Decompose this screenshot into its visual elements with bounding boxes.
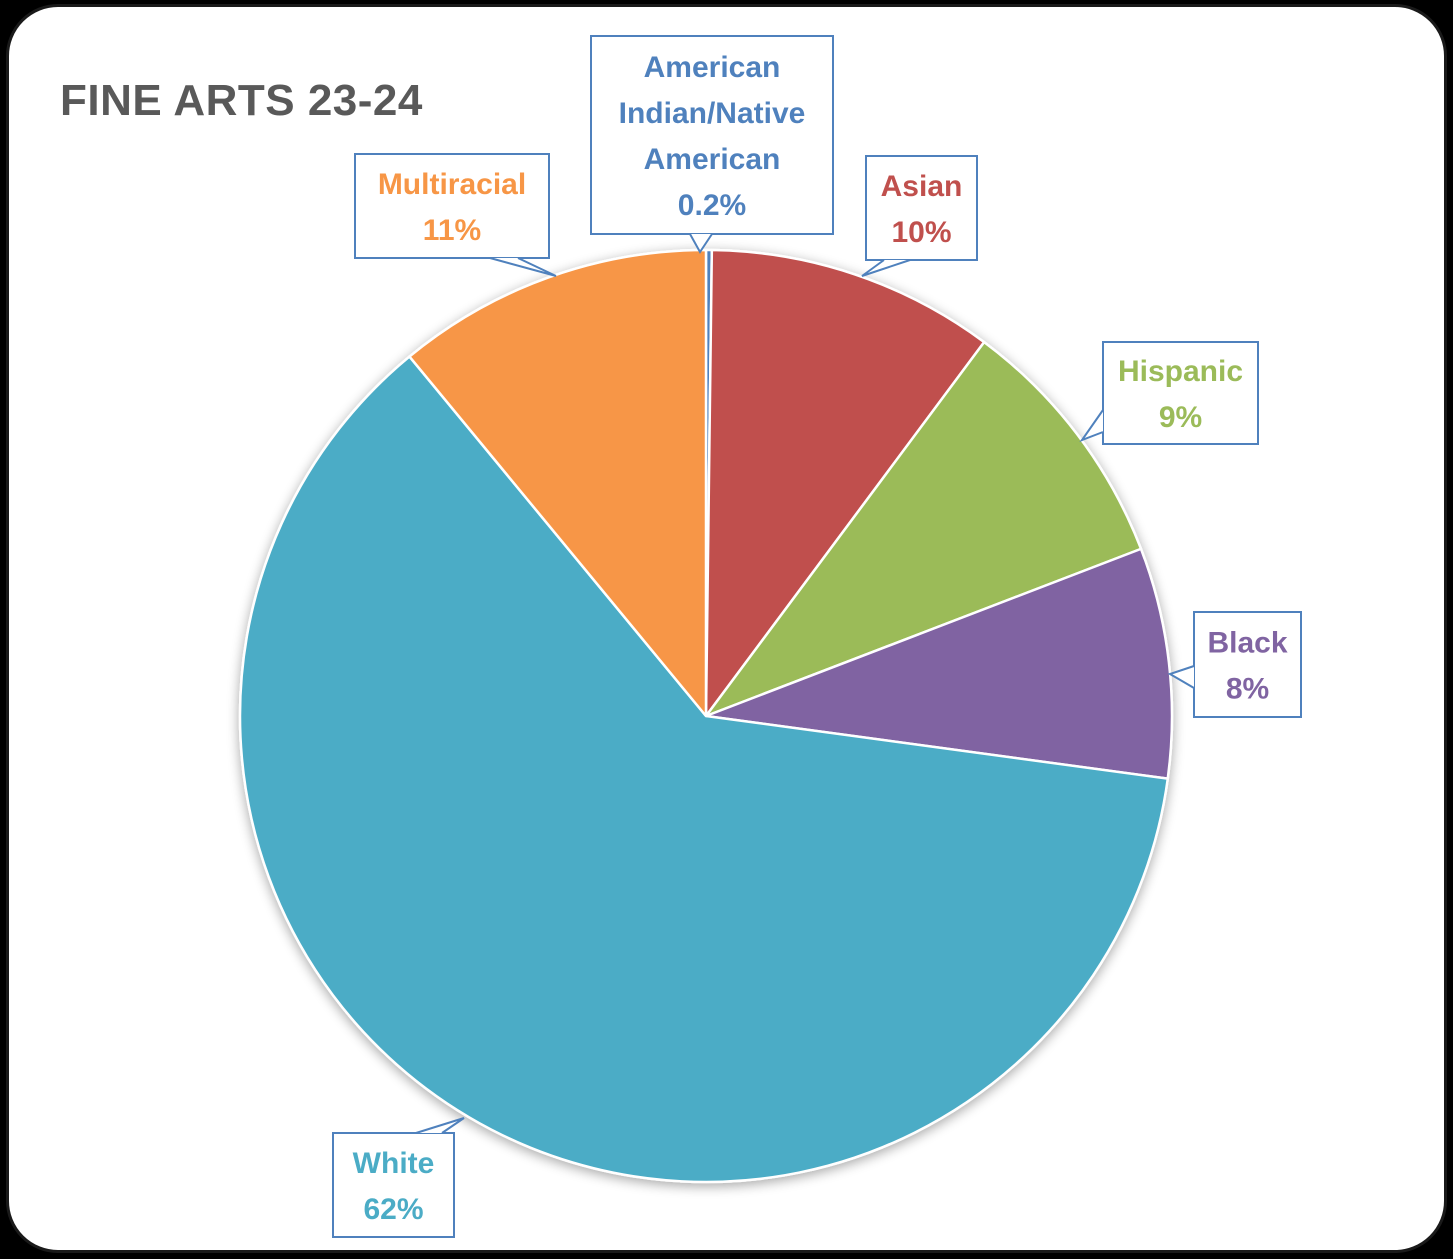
data-label-white: White 62% [332, 1117, 465, 1238]
callout-pointer-outline [489, 257, 557, 277]
callout-box [1193, 611, 1302, 718]
callout-pointer [690, 234, 712, 252]
data-label-value: 11% [423, 214, 481, 247]
data-label-category: American [644, 51, 781, 84]
data-label-black: Black 8% [1167, 611, 1302, 718]
pie-slice-hispanic [704, 340, 1143, 718]
chart-title: FINE ARTS 23-24 [60, 76, 423, 125]
callout-pointer-outline [861, 259, 911, 277]
callout-box [590, 35, 834, 235]
data-label-value: 9% [1159, 401, 1202, 434]
data-label-category: American [644, 143, 781, 176]
data-label-category: Hispanic [1118, 355, 1243, 388]
pie-slice-asian [704, 248, 986, 718]
data-label-value: 8% [1226, 673, 1269, 706]
callout-pointer-outline [1079, 409, 1104, 443]
data-label-hispanic: Hispanic 9% [1079, 341, 1259, 445]
data-label-multiracial: Multiracial 11% [354, 153, 557, 277]
data-label-category: Multiracial [378, 168, 526, 201]
data-label-value: 0.2% [678, 189, 746, 222]
callout-box [1102, 341, 1259, 445]
data-label-asian: Asian 10% [861, 155, 978, 277]
callout-box [332, 1132, 455, 1238]
callout-pointer-outline [415, 1117, 465, 1134]
callout-pointer [1170, 666, 1194, 688]
data-label-category: Black [1207, 627, 1287, 660]
callout-box [865, 155, 978, 261]
data-label-category: White [353, 1147, 435, 1180]
data-label-category: Asian [881, 170, 963, 203]
data-label-value: 62% [363, 1193, 423, 1226]
pie-slice-black [704, 547, 1174, 780]
data-label-american-indian-native-american: American Indian/Native American 0.2% [590, 35, 834, 254]
callout-pointer-outline [689, 233, 713, 254]
data-label-category: Indian/Native [619, 97, 806, 130]
pie-slice-multiracial [408, 248, 708, 718]
pie-slice-white [238, 355, 1170, 1184]
callout-box [354, 153, 550, 259]
callout-pointer-outline [1167, 665, 1195, 689]
data-label-value: 10% [891, 216, 951, 249]
